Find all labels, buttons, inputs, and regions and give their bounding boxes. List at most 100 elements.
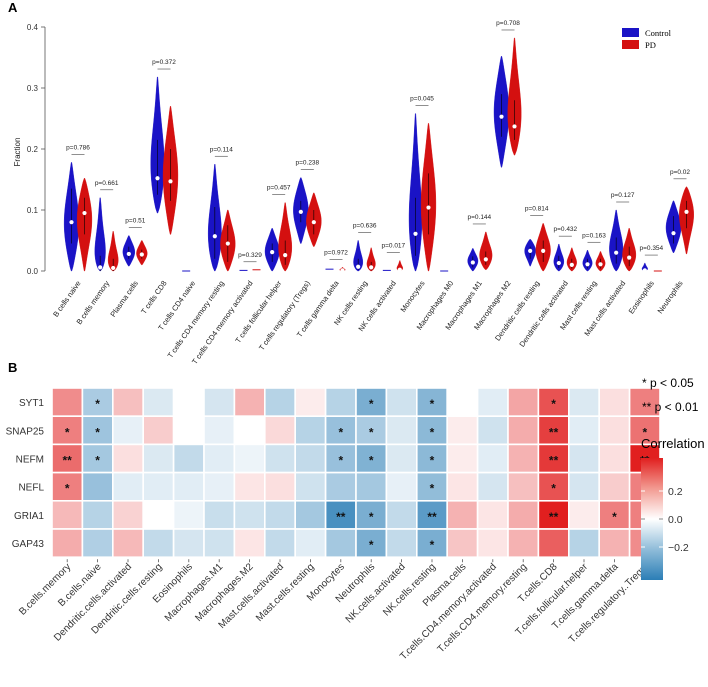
heatmap-cell [415,387,448,418]
heatmap-cell [476,471,509,502]
correlation-heatmap: ************************************* SY… [6,387,661,662]
violin-median [69,220,74,225]
heatmap-cell [567,443,600,474]
significance-star: * [430,454,435,468]
category-label: Monocytes [398,279,426,314]
p-value-label: p=0.144 [467,214,491,221]
heatmap-cell [294,415,327,446]
row-label: NEFL [18,483,44,494]
p-value-label: p=0.786 [66,144,90,151]
significance-star: * [369,454,374,468]
p-value-label: p=0.114 [210,146,234,153]
violin-median [311,220,316,225]
p-value-label: p=0.017 [381,243,405,250]
category-label: Dendritic cells activated [517,279,570,349]
significance-star: * [369,425,374,439]
significance-star: * [430,425,435,439]
p-value-label: p=0.238 [295,160,319,167]
heatmap-cell [598,415,631,446]
heatmap-cell [112,387,145,418]
violin-median [556,260,561,266]
significance-star: * [430,538,435,552]
heatmap-cell [172,443,205,474]
heatmap-cell [537,528,570,559]
heatmap-cell [324,415,357,446]
violin-median [225,241,230,246]
heatmap-cell [263,499,296,530]
heatmap-cell [294,443,327,474]
p-value-label: p=0.02 [670,169,690,176]
violin-median [212,234,217,239]
heatmap-cell [233,387,266,418]
violin-median [139,252,144,257]
violin-median [369,265,374,270]
violin-median [499,114,504,119]
heatmap-cell [294,528,327,559]
significance-star: * [642,425,647,439]
heatmap-cell [81,471,114,502]
y-tick-label: 0.0 [27,267,39,276]
heatmap-cell [142,387,175,418]
heatmap-cell [203,471,236,502]
heatmap-cell [294,499,327,530]
violin-median [642,268,647,273]
legend: Control PD [622,28,672,50]
heatmap-cell [507,387,540,418]
colorbar-gradient [641,458,663,580]
significance-star: * [430,482,435,496]
violin-median [598,262,603,267]
violin-median [413,231,418,236]
p-value-label: p=0.045 [410,96,434,103]
legend-swatch-pd [622,40,639,49]
heatmap-cell [446,499,479,530]
row-label: SYT1 [19,398,44,409]
heatmap-cell [203,415,236,446]
heatmap-cell [446,471,479,502]
heatmap-cell [385,387,418,418]
heatmap-cells: ************************************* [51,387,661,559]
row-label: NEFM [16,455,44,466]
heatmap-cell [446,415,479,446]
significance-star: * [95,397,100,411]
heatmap-cell [567,471,600,502]
heatmap-cell [294,387,327,418]
row-labels: SYT1 SNAP25 NEFM NEFL GRIA1 GAP43 [6,398,45,550]
significance-star: ** [549,510,559,524]
heatmap-cell [598,443,631,474]
violin-median [512,124,517,129]
significance-star: * [430,397,435,411]
significance-star: * [369,538,374,552]
heatmap-cell [476,443,509,474]
heatmap-cell [233,415,266,446]
heatmap-cell [142,415,175,446]
heatmap-cell [203,528,236,559]
row-label: GRIA1 [14,511,44,522]
heatmap-cell [598,499,631,530]
significance-star: ** [427,510,437,524]
p-value-label: p=0.372 [152,59,176,66]
heatmap-cell [537,471,570,502]
heatmap-cell [476,387,509,418]
colorbar-tick-label: 0.2 [668,486,683,498]
significance-star: ** [549,454,559,468]
significance-star: * [612,510,617,524]
significance-star: * [369,397,374,411]
heatmap-cell [385,528,418,559]
column-label: NK.cells.resting [381,562,438,619]
heatmap-cell [385,415,418,446]
heatmap-cell [51,471,84,502]
p-value-label: p=0.163 [582,232,606,239]
heatmap-cell [172,415,205,446]
violin-median [528,248,533,253]
significance-star: ** [336,510,346,524]
heatmap-cell [112,415,145,446]
heatmap-cell [233,443,266,474]
heatmap-cell [112,528,145,559]
heatmap-cell [567,528,600,559]
y-tick-label: 0.3 [27,84,39,93]
violin-median [569,262,574,267]
heatmap-cell [203,387,236,418]
violin-median [111,265,116,271]
significance-star: * [551,482,556,496]
